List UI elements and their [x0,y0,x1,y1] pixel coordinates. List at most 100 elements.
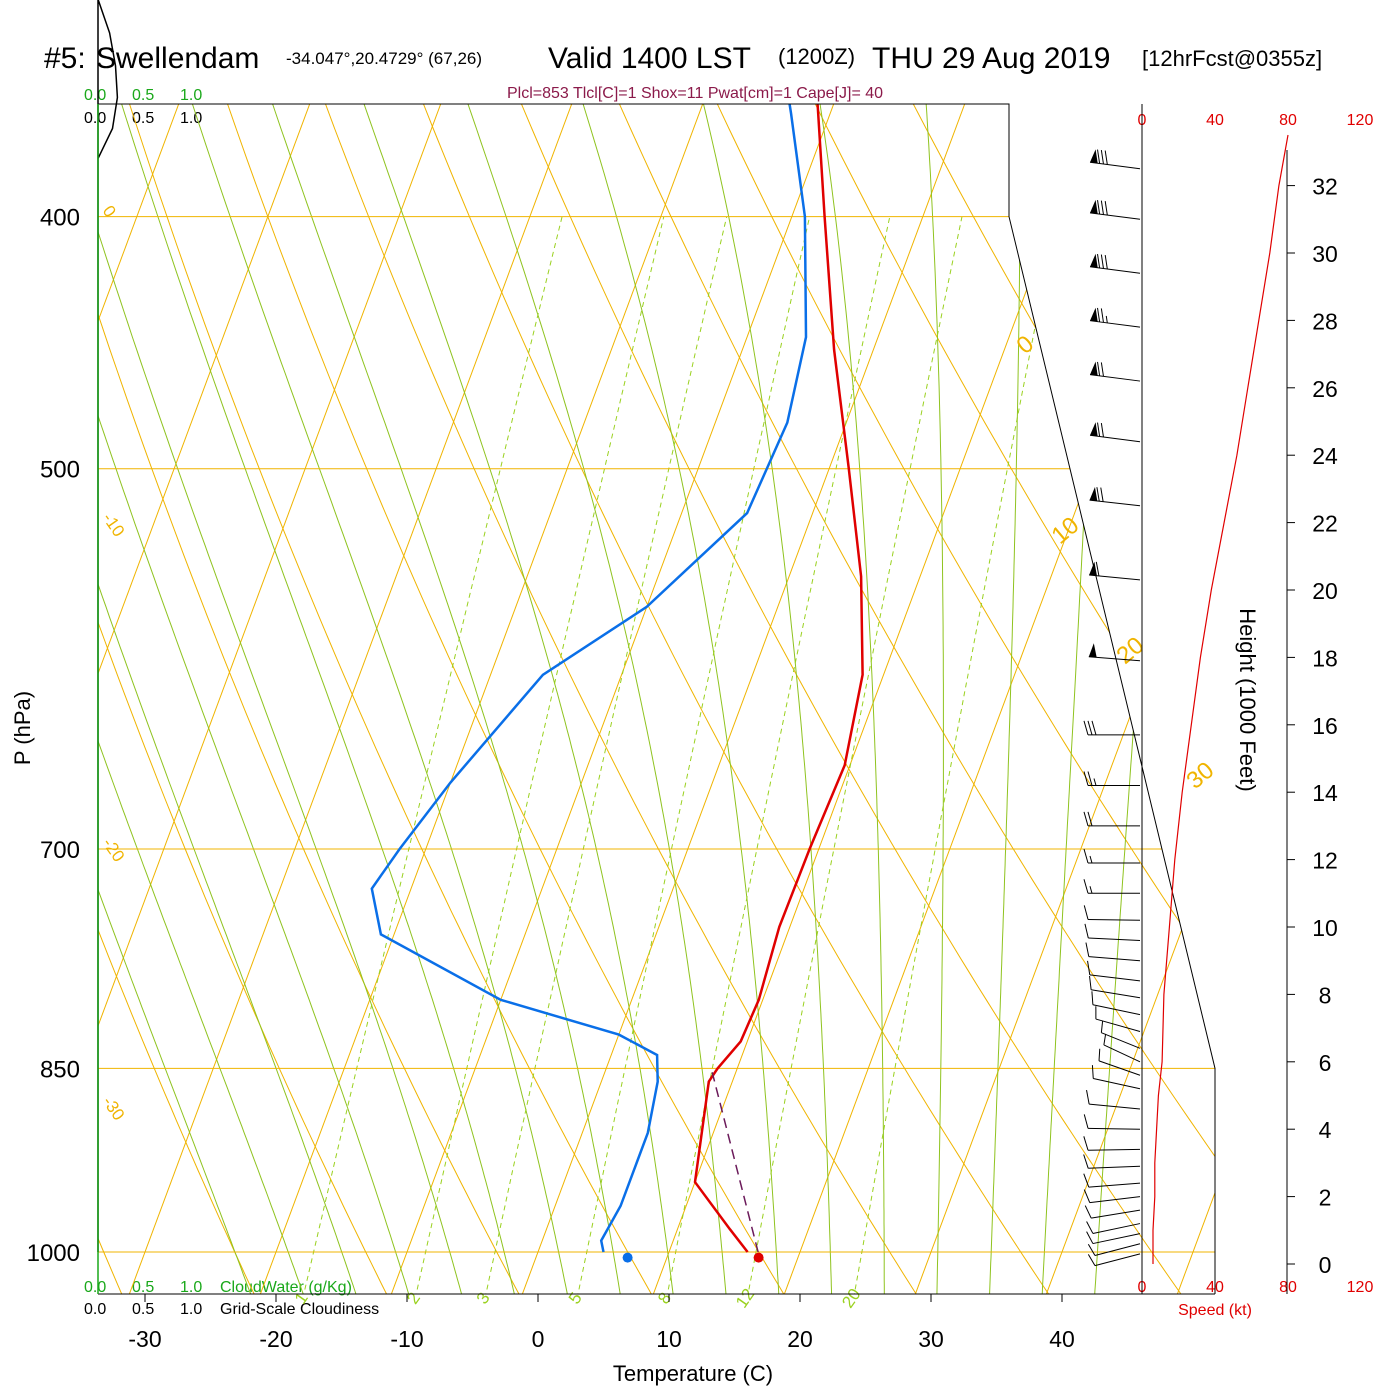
wind-barb-full [1100,200,1104,215]
wind-barb [1089,561,1141,581]
wind-barb-full [1104,201,1108,216]
wind-barb-staff [1091,1209,1141,1219]
moist-adiabat-line [326,104,728,1294]
cloud-scale-bottom: 0.0 0.5 1.0 CloudWater (g/Kg) 0.0 0.5 1.… [84,1279,379,1318]
wind-barb-half [1089,855,1093,864]
mixing-ratio-label: 3 [473,1289,494,1308]
cloud-scale-top-black-2: 1.0 [180,110,202,127]
wind-barb-full [1104,254,1108,270]
wind-barb-staff [1089,974,1141,982]
wind-barb [1095,1006,1141,1032]
isotherm-line [0,0,72,1307]
wind-barb-staff [1089,1103,1141,1110]
wind-barb-full [1100,487,1104,502]
height-tick-label: 24 [1312,443,1338,469]
dry-adiabat-line [98,104,660,1294]
wind-barb-pennant [1090,149,1098,164]
wind-barb-full [1087,771,1093,786]
wind-barb [1091,1065,1141,1090]
mixing-ratio-label: 12 [732,1285,758,1311]
height-tick-label: 32 [1312,174,1338,200]
wind-barb-full [1083,1154,1089,1169]
wind-barb-full [1103,1033,1107,1046]
mixing-ratio-line [482,216,728,1294]
moist-adiabat-line [98,104,518,1294]
wind-barb [1083,1114,1141,1130]
moist-adiabat-line [879,104,944,1294]
wind-barb-full [1085,942,1090,957]
x-tick-label: 40 [1049,1326,1075,1352]
wind-barb-staff [1088,937,1141,941]
wind-barb-staff [1089,434,1141,443]
wind-barb-full [1091,991,1094,1005]
wind-barb-full [1104,150,1108,165]
cloud-scale-top-green-0: 0.0 [84,87,106,104]
isotherm-line [98,104,597,1294]
wind-barb [1089,486,1141,507]
mixing-ratio-label: 5 [565,1289,586,1308]
height-tick-label: 30 [1312,241,1338,267]
isotherm-line [255,104,859,1294]
wind-barb [1083,905,1141,921]
moist-adiabat-line [1041,104,1118,1294]
wind-barb-full [1097,200,1101,215]
wind-barb-staff [1089,374,1141,382]
wind-barb-full [1095,561,1100,577]
speed-top-tick-2: 80 [1279,112,1297,129]
wind-barb-full [1098,1048,1101,1061]
adiabat-label: 0 [1012,330,1040,359]
height-tick-label: 22 [1312,511,1338,537]
wind-barb-half [1105,315,1108,323]
valid-time: Valid 1400 LST [548,42,751,75]
mixing-ratio-label: 2 [403,1289,424,1308]
wind-barb-staff [1095,1018,1141,1032]
wind-barb-staff [1089,1196,1141,1204]
x-tick-label: 20 [787,1326,813,1352]
moist-adiabat-line [98,104,361,1294]
dry-adiabat-line [185,104,925,1294]
wind-barb-full [1083,720,1089,736]
wind-barb-staff [1101,1032,1141,1049]
wind-barb-staff [1089,574,1141,581]
wind-barb [1087,1243,1141,1256]
wind-barb-staff [1088,1148,1141,1151]
wind-barb [1083,720,1140,736]
isotherm-line [98,104,466,1294]
wind-barb [1100,1021,1141,1049]
cloud-scale-top: 0.0 0.5 1.0 0.0 0.5 1.0 [84,87,202,127]
wind-barb [1086,1221,1141,1234]
adiabat-label: 30 [1182,757,1220,795]
wind-barb-full [1083,1173,1090,1188]
wind-barb-pennant [1090,422,1098,437]
height-tick-label: 20 [1312,578,1338,604]
wind-barb [1085,942,1141,962]
height-tick-label: 18 [1312,645,1338,671]
cloud-scale-top-black-0: 0.0 [84,110,106,127]
speed-scale: 0 40 80 120 0 40 80 120 Speed (kt) [1138,112,1374,1319]
wind-barb-staff [1093,1078,1141,1090]
wind-barb-full [1084,1205,1092,1219]
wind-barb-full [1100,422,1104,438]
isotherm-line [779,104,1215,1294]
x-tick-label: -10 [390,1326,423,1352]
dry-adiabat-line [802,104,1215,1294]
sounding-indices: Plcl=853 Tlcl[C]=1 Shox=11 Pwat[cm]=1 Ca… [507,85,883,102]
pressure-tick-label: 700 [40,837,80,864]
wind-barb-full [1089,975,1092,990]
wind-barb-full [1087,960,1091,975]
mixing-ratio-line [412,216,665,1294]
wind-barb-full [1097,253,1101,269]
wind-barb-staff [1088,656,1141,662]
moist-adiabat-line [98,104,571,1294]
wind-barb-full [1097,361,1101,376]
x-tick-label: -30 [128,1326,161,1352]
height-tick-label: 26 [1312,376,1338,402]
wind-barb-staff [1089,266,1141,274]
wind-barb [1083,811,1140,827]
wind-barb [1084,923,1141,941]
x-axis-title: Temperature (C) [613,1361,773,1386]
wind-barb-full [1087,720,1093,736]
wind-barb [1086,1231,1141,1245]
